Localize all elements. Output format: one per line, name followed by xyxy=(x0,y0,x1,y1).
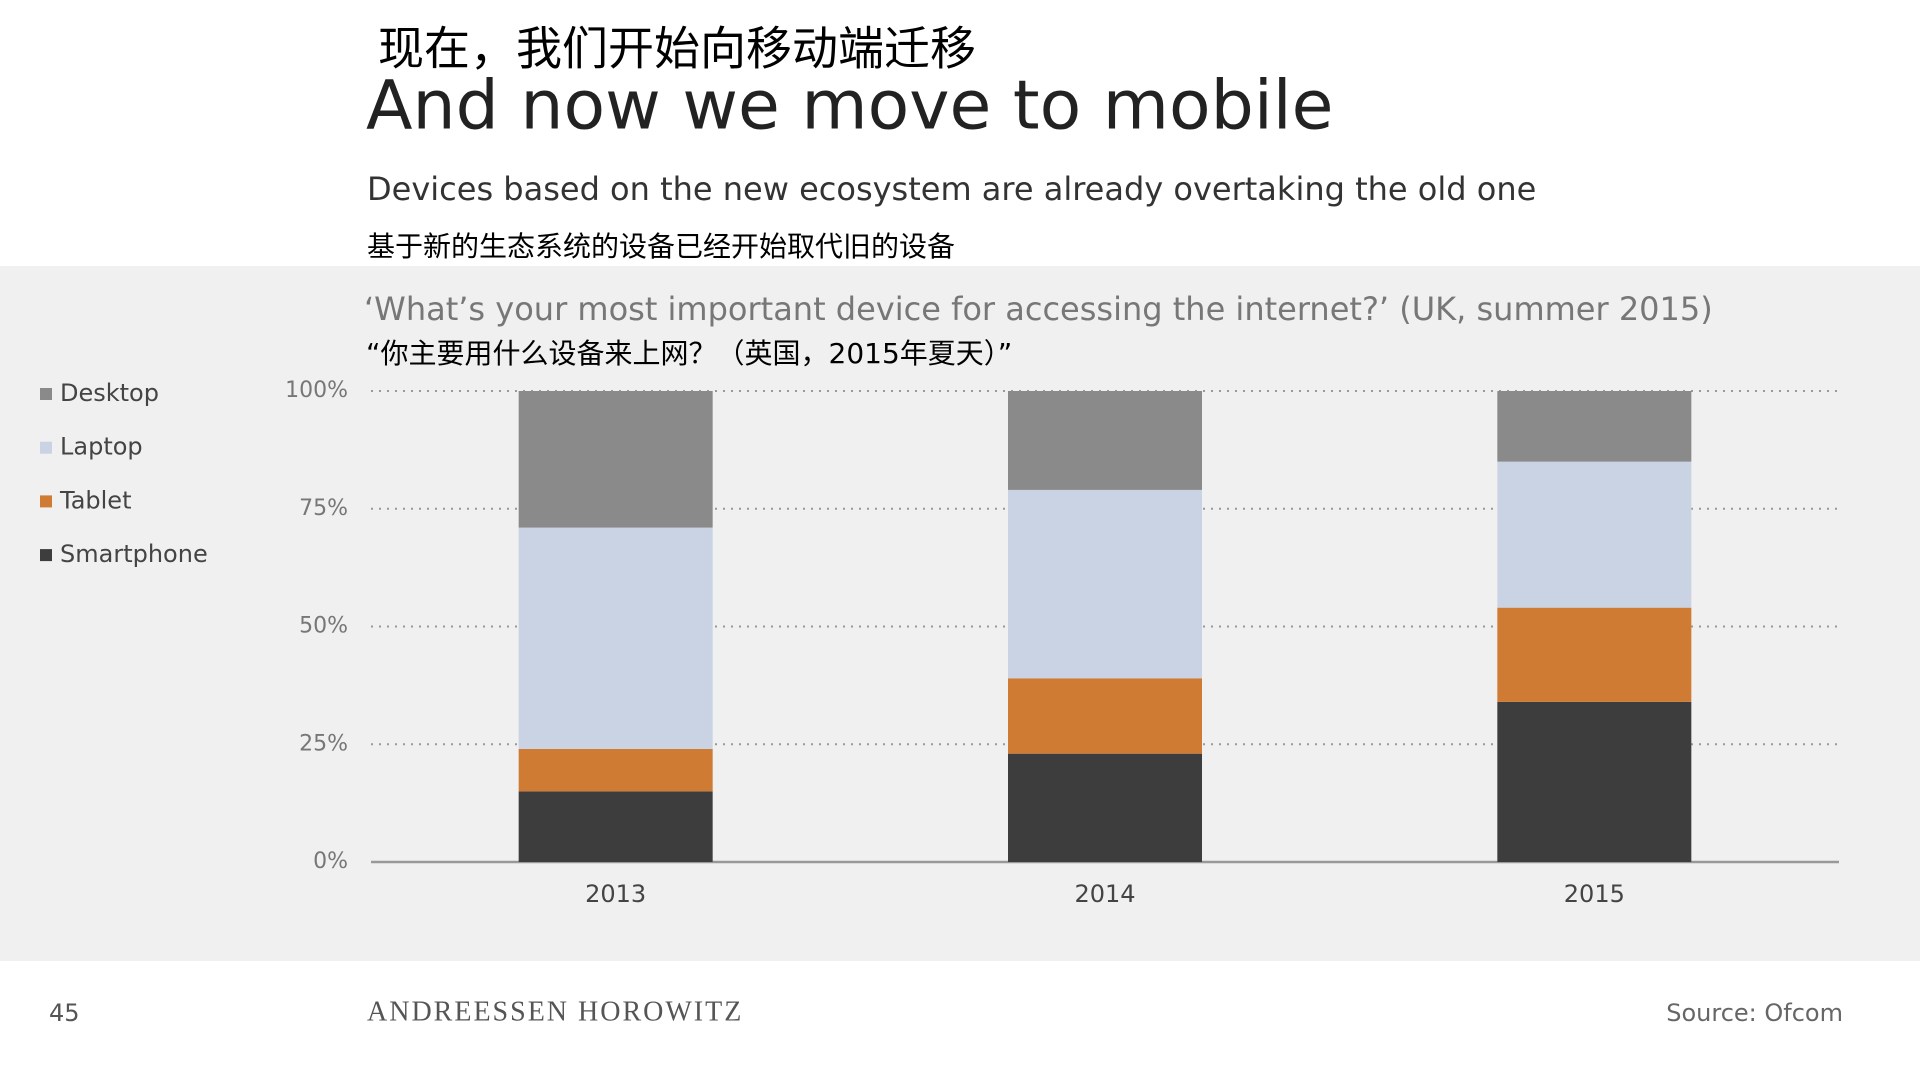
bar-segment xyxy=(518,791,713,862)
bar-segment xyxy=(1008,678,1202,754)
bar-segment xyxy=(1008,391,1202,490)
x-tick-label: 2013 xyxy=(585,880,646,908)
legend-swatch xyxy=(40,495,52,508)
y-tick-label: 75% xyxy=(299,496,348,521)
legend-swatch xyxy=(40,441,52,454)
bar-segment xyxy=(1497,391,1692,462)
subtitle-zh: 基于新的生态系统的设备已经开始取代旧的设备 xyxy=(367,230,955,263)
legend-label: Laptop xyxy=(60,433,143,461)
title: And now we move to mobile xyxy=(366,67,1333,146)
y-tick-label: 100% xyxy=(285,378,348,403)
subtitle: Devices based on the new ecosystem are a… xyxy=(367,170,1536,208)
source: Source: Ofcom xyxy=(1666,999,1843,1027)
page-number: 45 xyxy=(49,999,80,1027)
bar-segment xyxy=(1008,489,1202,679)
x-tick-label: 2015 xyxy=(1564,880,1625,908)
bar-segment xyxy=(518,391,713,528)
legend-swatch xyxy=(40,388,52,400)
y-tick-label: 50% xyxy=(299,614,348,639)
legend-label: Smartphone xyxy=(60,540,208,568)
bar-segment xyxy=(518,527,713,749)
brand: ANDREESSEN HOROWITZ xyxy=(367,996,743,1027)
x-tick-label: 2014 xyxy=(1074,880,1135,908)
legend-label: Tablet xyxy=(59,486,131,514)
bar-segment xyxy=(518,748,713,792)
y-tick-label: 0% xyxy=(313,849,348,874)
bar-segment xyxy=(1497,701,1692,862)
chart-subtitle: “你主要用什么设备来上网？（英国，2015年夏天）” xyxy=(366,337,1012,370)
chart-title: ‘What’s your most important device for a… xyxy=(364,290,1713,328)
legend-label: Desktop xyxy=(60,379,159,407)
y-tick-label: 25% xyxy=(299,731,348,756)
bar-segment xyxy=(1497,461,1692,608)
bar-segment xyxy=(1008,753,1202,862)
title-zh: 现在，我们开始向移动端迁移 xyxy=(378,22,976,76)
legend-swatch xyxy=(40,549,52,562)
bar-segment xyxy=(1497,607,1692,702)
